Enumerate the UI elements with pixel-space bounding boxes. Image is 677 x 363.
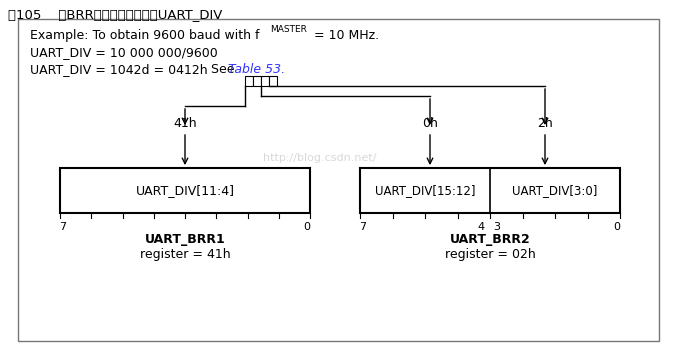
Text: UART_DIV[11:4]: UART_DIV[11:4]	[135, 184, 234, 197]
Text: 0h: 0h	[422, 117, 438, 130]
Text: http://blog.csdn.net/: http://blog.csdn.net/	[263, 153, 376, 163]
Bar	[261, 76, 269, 86]
Text: = 10 MHz.: = 10 MHz.	[310, 29, 379, 42]
Text: UART_BRR1: UART_BRR1	[145, 233, 225, 246]
Text: 图105    在BRR寄存器里如何编写UART_DIV: 图105 在BRR寄存器里如何编写UART_DIV	[8, 8, 222, 21]
Text: See: See	[195, 63, 238, 76]
Text: Table 53.: Table 53.	[228, 63, 285, 76]
Text: 2h: 2h	[537, 117, 553, 130]
Bar	[245, 76, 253, 86]
Bar	[60, 168, 310, 213]
Text: 0: 0	[613, 222, 621, 232]
Bar	[253, 76, 261, 86]
Text: 3: 3	[494, 222, 500, 232]
Text: 7: 7	[359, 222, 366, 232]
Text: 7: 7	[60, 222, 66, 232]
Text: UART_DIV = 1042d = 0412h: UART_DIV = 1042d = 0412h	[30, 63, 208, 76]
Bar	[360, 168, 620, 213]
Text: 41h: 41h	[173, 117, 197, 130]
Text: UART_DIV[15:12]: UART_DIV[15:12]	[375, 184, 475, 197]
Text: 4: 4	[477, 222, 485, 232]
Text: register = 02h: register = 02h	[445, 248, 536, 261]
Text: UART_DIV = 10 000 000/9600: UART_DIV = 10 000 000/9600	[30, 46, 218, 59]
Text: register = 41h: register = 41h	[139, 248, 230, 261]
Bar	[269, 76, 277, 86]
Text: 0: 0	[303, 222, 311, 232]
Text: UART_DIV[3:0]: UART_DIV[3:0]	[512, 184, 598, 197]
Text: Example: To obtain 9600 baud with f: Example: To obtain 9600 baud with f	[30, 29, 259, 42]
Text: UART_BRR2: UART_BRR2	[450, 233, 530, 246]
Bar	[18, 19, 659, 341]
Text: MASTER: MASTER	[270, 25, 307, 34]
